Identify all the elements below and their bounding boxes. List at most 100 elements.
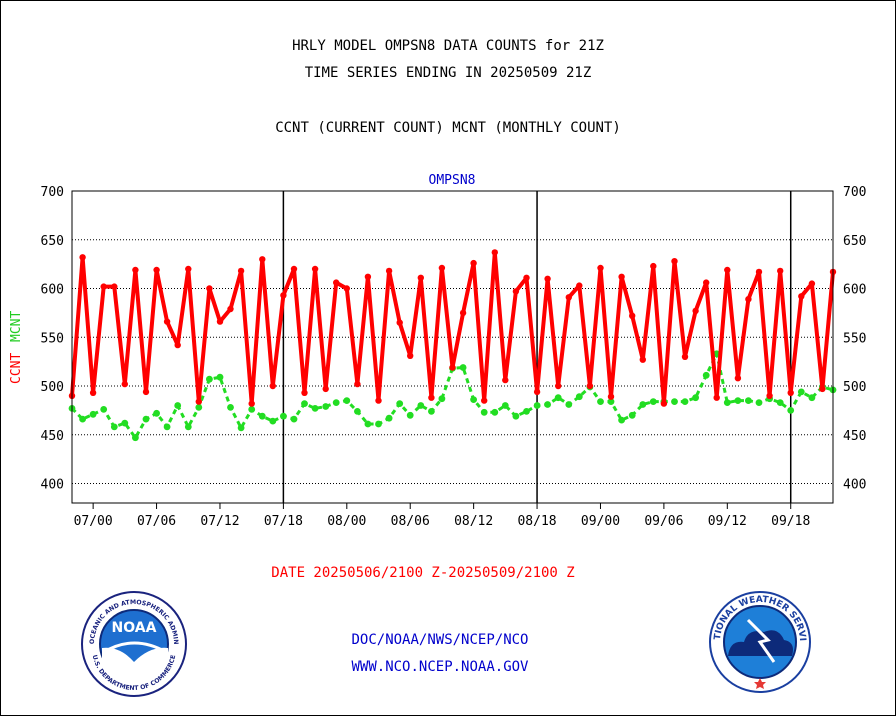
date-range-label: DATE 20250506/2100 Z-20250509/2100 Z [271,565,575,581]
series-ccnt [68,249,837,407]
chart-title-line2: TIME SERIES ENDING IN 20250509 21Z [304,65,592,81]
point-mcnt-63 [734,397,742,404]
point-ccnt-1 [79,254,86,261]
point-mcnt-6 [132,434,139,442]
point-mcnt-54 [639,401,647,408]
point-ccnt-67 [777,267,784,275]
point-mcnt-47 [565,401,573,408]
chart-title-line1: HRLY MODEL OMPSN8 DATA COUNTS for 21Z [292,38,604,54]
point-ccnt-19 [269,382,276,390]
x-tick-label-10: 09/12 [708,514,747,529]
point-ccnt-11 [185,265,192,273]
point-ccnt-60 [703,279,710,286]
point-ccnt-64 [745,296,752,303]
point-ccnt-13 [206,285,213,292]
point-ccnt-41 [502,376,509,384]
point-mcnt-55 [649,398,657,405]
point-ccnt-20 [280,292,287,299]
ylabel-mcnt: MCNT [9,311,24,342]
chart-subtitle: CCNT (CURRENT COUNT) MCNT (MONTHLY COUNT… [275,120,621,136]
point-ccnt-44 [533,388,541,396]
point-mcnt-45 [544,401,551,408]
point-mcnt-34 [428,408,435,415]
y-tick-right-400: 400 [843,478,866,493]
point-mcnt-35 [438,395,446,403]
org-label: DOC/NOAA/NWS/NCEP/NCO [351,632,529,648]
point-mcnt-8 [153,409,161,417]
point-ccnt-66 [766,392,773,399]
point-ccnt-57 [671,258,678,265]
point-mcnt-38 [470,396,477,403]
point-mcnt-14 [216,373,224,381]
point-ccnt-54 [639,356,646,363]
point-ccnt-15 [227,305,234,313]
point-mcnt-68 [787,407,795,414]
y-tick-right-700: 700 [843,185,866,200]
point-mcnt-11 [184,423,192,431]
point-mcnt-22 [301,400,308,407]
point-ccnt-3 [100,283,107,290]
point-ccnt-2 [89,389,97,396]
point-mcnt-32 [406,411,414,419]
y-tick-left-400: 400 [41,478,64,493]
point-ccnt-9 [163,318,171,325]
point-mcnt-39 [480,408,488,416]
y-tick-left-700: 700 [41,185,64,200]
point-mcnt-48 [575,393,583,401]
y-tick-left-550: 550 [41,331,64,346]
y-tick-right-550: 550 [843,331,866,346]
point-ccnt-45 [544,275,551,282]
point-mcnt-30 [385,414,393,422]
point-ccnt-50 [597,264,604,272]
point-ccnt-6 [132,266,139,274]
point-ccnt-65 [755,268,763,276]
x-tick-label-4: 08/00 [327,514,366,529]
point-ccnt-70 [808,280,816,287]
point-mcnt-16 [237,424,245,432]
point-mcnt-18 [258,412,266,420]
point-mcnt-20 [280,412,287,420]
point-mcnt-70 [808,394,816,402]
point-ccnt-46 [555,382,562,390]
point-mcnt-57 [671,398,678,405]
x-tick-label-8: 09/00 [581,514,620,529]
point-mcnt-40 [491,408,499,416]
x-tick-label-0: 07/00 [74,514,113,529]
point-mcnt-46 [554,394,562,402]
point-mcnt-51 [607,398,615,405]
point-ccnt-52 [618,273,625,280]
x-tick-labels: 07/00 07/06 07/12 07/18 08/00 08/06 08/12 08/18… [74,503,810,529]
point-ccnt-47 [565,294,572,301]
point-ccnt-55 [650,262,657,270]
point-mcnt-7 [142,415,150,423]
point-mcnt-64 [745,397,752,404]
x-tick-label-2: 07/12 [200,514,239,529]
point-ccnt-37 [459,309,467,317]
point-mcnt-10 [174,402,182,409]
y-tick-right-500: 500 [843,380,866,395]
point-ccnt-35 [438,264,446,272]
point-ccnt-33 [417,274,424,281]
point-mcnt-53 [628,411,636,419]
day-dividers [282,191,792,503]
point-ccnt-71 [819,385,826,393]
point-ccnt-31 [396,319,403,326]
url-label: WWW.NCO.NCEP.NOAA.GOV [351,659,529,675]
y-tick-right-650: 650 [843,234,866,249]
point-mcnt-2 [89,410,97,418]
point-mcnt-37 [459,364,467,371]
point-mcnt-3 [100,406,108,413]
point-ccnt-40 [491,249,498,256]
series-line-ccnt [70,250,835,406]
y-tick-labels: 400 400 450 450 500 500 550 550 600 600 650 650 700 7… [41,185,867,493]
point-ccnt-23 [311,265,319,273]
point-mcnt-23 [311,405,319,412]
point-ccnt-36 [449,364,456,371]
point-mcnt-65 [755,399,763,406]
point-mcnt-4 [110,423,118,431]
point-mcnt-13 [206,375,213,383]
point-mcnt-12 [195,404,203,411]
point-mcnt-1 [79,415,86,423]
x-tick-label-5: 08/06 [391,514,430,529]
